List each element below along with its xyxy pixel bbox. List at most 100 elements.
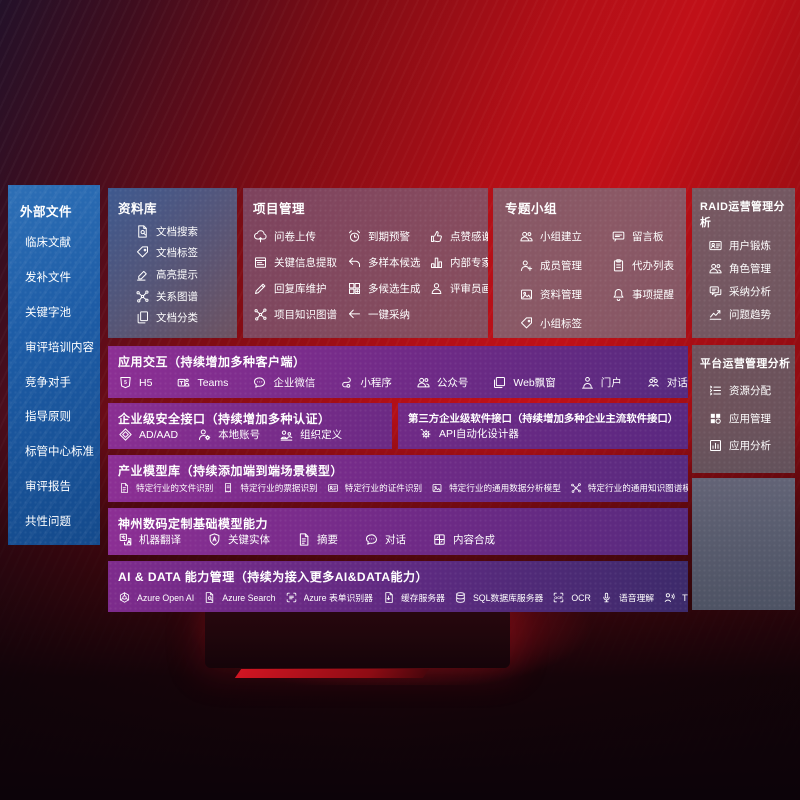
summary-doc-icon [118, 482, 130, 494]
ad-aad-auth: AD/AAD [118, 427, 178, 442]
feature-label: 语音理解 [618, 593, 655, 603]
chat-icon [364, 532, 379, 547]
group-icon [416, 375, 431, 390]
app-interaction-row: 应用交互（持续增加多种客户端） 5 H5 Teams 企业微信 小程序 公众号 Web飘窗 门… [108, 346, 688, 398]
security-items: AD/AAD 本地账号 组织定义 [118, 427, 382, 445]
doc-search: 文档搜索 [135, 224, 233, 239]
multi-candidate-generation: 多候选生成 [347, 281, 427, 296]
feature-label: 关系图谱 [156, 290, 198, 303]
reviewer-profile: 评审员画像 [429, 281, 488, 296]
feature-label: 回复库维护 [274, 283, 327, 295]
feature-label: 共性问题 [25, 516, 71, 528]
feature-label: 关键实体 [228, 534, 270, 546]
azure-search: Azure Search [203, 591, 276, 604]
feature-label: 关键字池 [25, 306, 71, 319]
azure-form-recognizer: Azure 表单识别器 [285, 591, 373, 604]
window-icon [492, 375, 507, 390]
interaction-items: 5 H5 Teams 企业微信 小程序 公众号 Web飘窗 门户 对话 [118, 375, 688, 393]
arrow-left-icon [347, 307, 362, 322]
panel-title: 资料库 [118, 202, 158, 216]
tag-icon [519, 316, 534, 331]
like-thanks: 点赞感谢 [429, 229, 488, 244]
feature-label: 文档分类 [156, 312, 198, 325]
openai-icon [118, 591, 131, 604]
internal-expert-ranking: 内部专家排名 [429, 255, 488, 270]
questionnaire-upload: 问卷上传 [253, 229, 345, 244]
feature-label: Azure Search [222, 592, 276, 603]
due-warning: 到期预警 [347, 229, 427, 244]
svg-text:5: 5 [124, 380, 127, 386]
key-entity: 关键实体 [207, 532, 270, 547]
feature-label: 评审员画像 [450, 283, 488, 295]
doc-search-icon [203, 591, 216, 604]
feature-label: 标管中心标准 [25, 446, 94, 459]
sql-db-server: SQL数据库服务器 [454, 591, 543, 604]
cde-center-standards: 标管中心标准 [25, 443, 94, 459]
feature-label: 对话 [666, 377, 688, 389]
resource-allocation: 资源分配 [708, 383, 791, 398]
group-icon [708, 261, 723, 276]
thirdparty-software-row: 第三方企业级软件接口（持续增加多种企业主流软件接口） API自动化设计器 [398, 403, 688, 449]
industry-model-row: 产业模型库（持续添加端到端场景模型） 特定行业的文件识别 特定行业的票据识别 特定行… [108, 455, 688, 502]
feature-label: 采纳分析 [729, 286, 771, 298]
ocr-icon: OCR [552, 591, 565, 604]
cache-server: 缓存服务器 [382, 591, 445, 604]
topic-group-panel: 专题小组 小组建立 留言板 成员管理 代办列表 资料管理 事项提醒 小组标签 [493, 188, 686, 338]
feature-label: 内部专家排名 [450, 257, 488, 269]
raid-items: 用户锻炼 角色管理 采纳分析 问题趋势 [700, 230, 791, 330]
person-sound-icon [663, 591, 676, 604]
one-click-adopt: 一键采纳 [347, 307, 427, 322]
feature-label: 对话 [385, 534, 406, 546]
feature-label: 角色管理 [729, 263, 771, 275]
feature-label: 摘要 [317, 534, 338, 546]
feature-label: 本地账号 [218, 429, 261, 441]
library-panel: 资料库 文档搜索 文档标签 高亮提示 关系图谱 文档分类 [108, 188, 237, 338]
feature-label: 用户锻炼 [729, 240, 771, 252]
feature-label: OCR [571, 592, 591, 603]
feature-label: Azure 表单识别器 [303, 593, 373, 603]
panel-title: RAID运营管理分析 [700, 201, 785, 229]
feature-label: 小组建立 [540, 231, 582, 243]
api-gear-icon [418, 426, 433, 441]
feature-label: 审评报告 [25, 481, 71, 494]
feature-label: 缓存服务器 [400, 593, 445, 603]
feature-label: 竞争对手 [25, 376, 71, 389]
translate-icon [118, 532, 133, 547]
library-items: 文档搜索 文档标签 高亮提示 关系图谱 文档分类 [118, 217, 233, 332]
feature-label: 多候选生成 [368, 283, 421, 295]
panel-title: 项目管理 [253, 202, 306, 216]
feature-label: 文档搜索 [156, 225, 198, 238]
tag-icon [135, 245, 150, 260]
doc-copy-icon [135, 310, 150, 325]
pencil-icon [253, 281, 268, 296]
thumb-up-icon [429, 229, 444, 244]
feature-label: 特定行业的通用数据分析模型 [449, 483, 561, 493]
content-grid-icon [432, 532, 447, 547]
teams-icon [176, 375, 191, 390]
review-reports: 审评报告 [25, 478, 94, 494]
common-issues: 共性问题 [25, 513, 94, 529]
todo-list: 代办列表 [611, 258, 682, 273]
ai-data-row: AI & DATA 能力管理（持续为接入更多AI&DATA能力） Azure O… [108, 561, 688, 612]
multi-sample-candidates: 多样本候选 [347, 255, 427, 270]
diamond-icon [118, 427, 133, 442]
feature-label: 到期预警 [368, 231, 410, 243]
summary: 摘要 [296, 532, 338, 547]
grid-plus-icon [347, 281, 362, 296]
feature-label: 项目知识图谱 [274, 309, 337, 321]
base-model-row: 神州数码定制基础模型能力 机器翻译 关键实体 摘要 对话 内容合成 [108, 508, 688, 555]
database-icon [454, 591, 467, 604]
feature-label: 发补文件 [25, 271, 71, 284]
review-training-content: 审评培训内容 [25, 339, 94, 355]
row-title: 应用交互（持续增加多种客户端） [118, 355, 306, 369]
chat-qa-icon [708, 284, 723, 299]
feature-label: 问卷上传 [274, 231, 316, 243]
feature-label: Teams [197, 376, 229, 389]
feature-label: API自动化设计器 [439, 428, 519, 440]
laptop-light-bar [234, 669, 430, 678]
clinical-literature: 临床文献 [25, 234, 94, 250]
platform-ops-analysis-panel: 平台运营管理分析 资源分配 应用管理 应用分析 [692, 345, 795, 473]
teams-client: Teams [176, 375, 228, 390]
member-management: 成员管理 [519, 258, 611, 273]
panel-title: 专题小组 [505, 202, 558, 216]
